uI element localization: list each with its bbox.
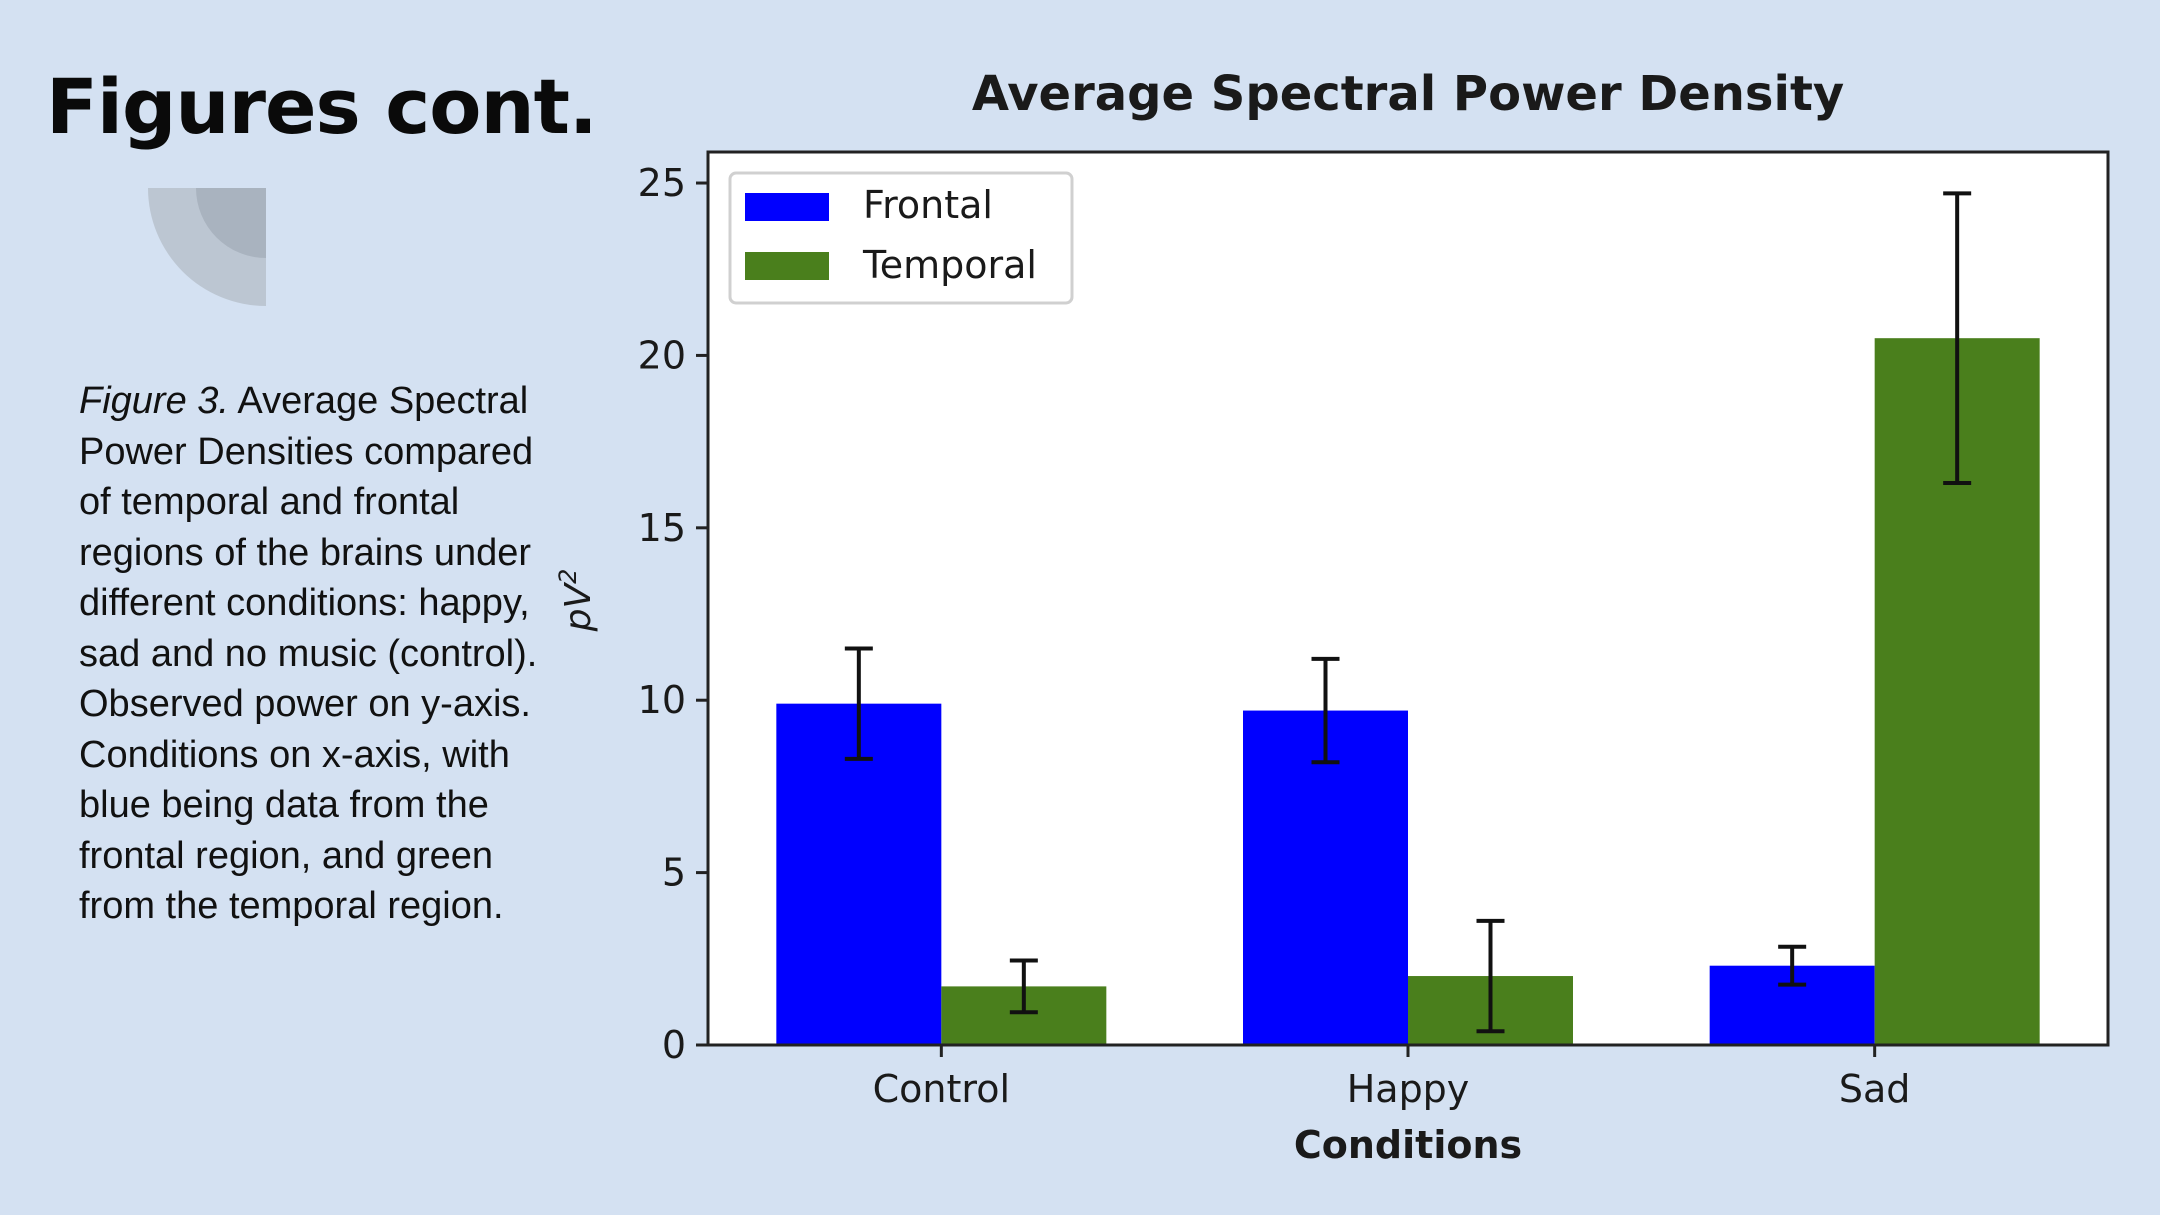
error-bar-frontal-sad [1778,944,1807,987]
bar-frontal-happy [1243,710,1408,1045]
legend-label-temporal: Temporal [862,243,1037,287]
y-axis-ticks: 0 5 10 15 20 25 [638,161,708,1067]
figure-caption: Figure 3. Average Spectral Power Densiti… [79,376,539,932]
x-tick-label-happy: Happy [1347,1067,1470,1111]
y-tick-label-0: 0 [662,1023,686,1067]
caption-label: Figure 3. [79,380,229,422]
y-axis-label-sup: 2 [554,569,582,584]
bars-layer [776,338,2040,1046]
bar-chart-svg: 0 5 10 15 20 25 Control Happy Sad Average Spect… [554,66,2110,1167]
x-axis-label: Conditions [1294,1123,1522,1167]
legend-swatch-temporal [745,252,829,280]
legend-label-frontal: Frontal [863,183,993,227]
error-bar-frontal-control [844,646,873,761]
legend: Frontal Temporal [728,171,1074,305]
caption-text: Average Spectral Power Densities compare… [79,380,538,927]
quarter-circle-decoration [148,188,266,306]
y-tick-label-25: 25 [638,161,686,205]
y-tick-label-5: 5 [662,851,686,895]
slide-title: Figures cont. [46,62,598,151]
x-tick-label-sad: Sad [1839,1067,1911,1111]
error-bar-temporal-sad [1943,191,1972,485]
chart: 0 5 10 15 20 25 Control Happy Sad Average Spect… [540,60,2140,1200]
error-bars-layer [844,191,1972,1034]
y-axis-label-main: pV [558,582,599,633]
y-axis-label-group: pV2 [554,569,599,633]
x-axis-ticks: Control Happy Sad [873,1045,1911,1111]
x-tick-label-control: Control [873,1067,1010,1111]
y-tick-label-15: 15 [638,506,686,550]
error-bar-temporal-happy [1476,918,1505,1034]
y-tick-label-10: 10 [638,678,686,722]
error-bar-temporal-control [1009,958,1038,1015]
y-tick-label-20: 20 [638,333,686,377]
error-bar-frontal-happy [1311,656,1340,765]
y-axis-label: pV2 [554,569,599,633]
legend-swatch-frontal [745,193,829,221]
chart-title: Average Spectral Power Density [972,66,1844,122]
